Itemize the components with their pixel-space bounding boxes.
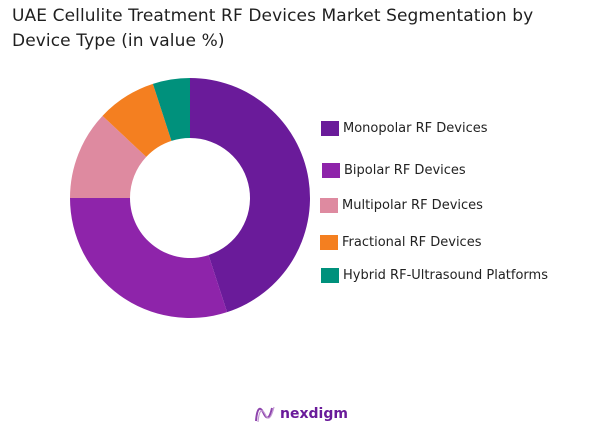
donut-slice-multipolar-rf-devices[interactable] [70, 115, 147, 198]
donut-slice-bipolar-rf-devices[interactable] [70, 198, 228, 318]
legend-label: Bipolar RF Devices [344, 163, 466, 178]
chart-title-line-2: Device Type (in value %) [12, 31, 225, 51]
chart-title-line-1: UAE Cellulite Treatment RF Devices Marke… [12, 6, 534, 26]
brand-logo: nexdigm [254, 404, 348, 424]
legend-item-fractional[interactable]: Fractional RF Devices [320, 235, 481, 250]
chart-title: UAE Cellulite Treatment RF Devices Marke… [12, 4, 602, 54]
legend-label: Hybrid RF-Ultrasound Platforms [343, 268, 548, 283]
legend-item-multipolar[interactable]: Multipolar RF Devices [320, 198, 483, 213]
legend-item-monopolar[interactable]: Monopolar RF Devices [321, 121, 488, 136]
legend-swatch [320, 235, 338, 250]
legend-swatch [320, 198, 338, 213]
legend-item-bipolar[interactable]: Bipolar RF Devices [322, 163, 466, 178]
legend-swatch [321, 268, 339, 283]
donut-slice-monopolar-rf-devices[interactable] [190, 78, 310, 313]
legend-swatch [321, 121, 339, 136]
legend-swatch [322, 163, 340, 178]
legend-label: Fractional RF Devices [342, 235, 482, 250]
brand-name: nexdigm [280, 406, 348, 422]
donut-slice-fractional-rf-devices[interactable] [102, 83, 172, 157]
legend-item-hybrid[interactable]: Hybrid RF-Ultrasound Platforms [321, 268, 548, 283]
legend-label: Multipolar RF Devices [342, 198, 483, 213]
legend-label: Monopolar RF Devices [343, 121, 488, 136]
nexdigm-logo-icon [255, 406, 275, 423]
donut-slice-hybrid-rf-ultrasound-platforms[interactable] [152, 78, 190, 141]
